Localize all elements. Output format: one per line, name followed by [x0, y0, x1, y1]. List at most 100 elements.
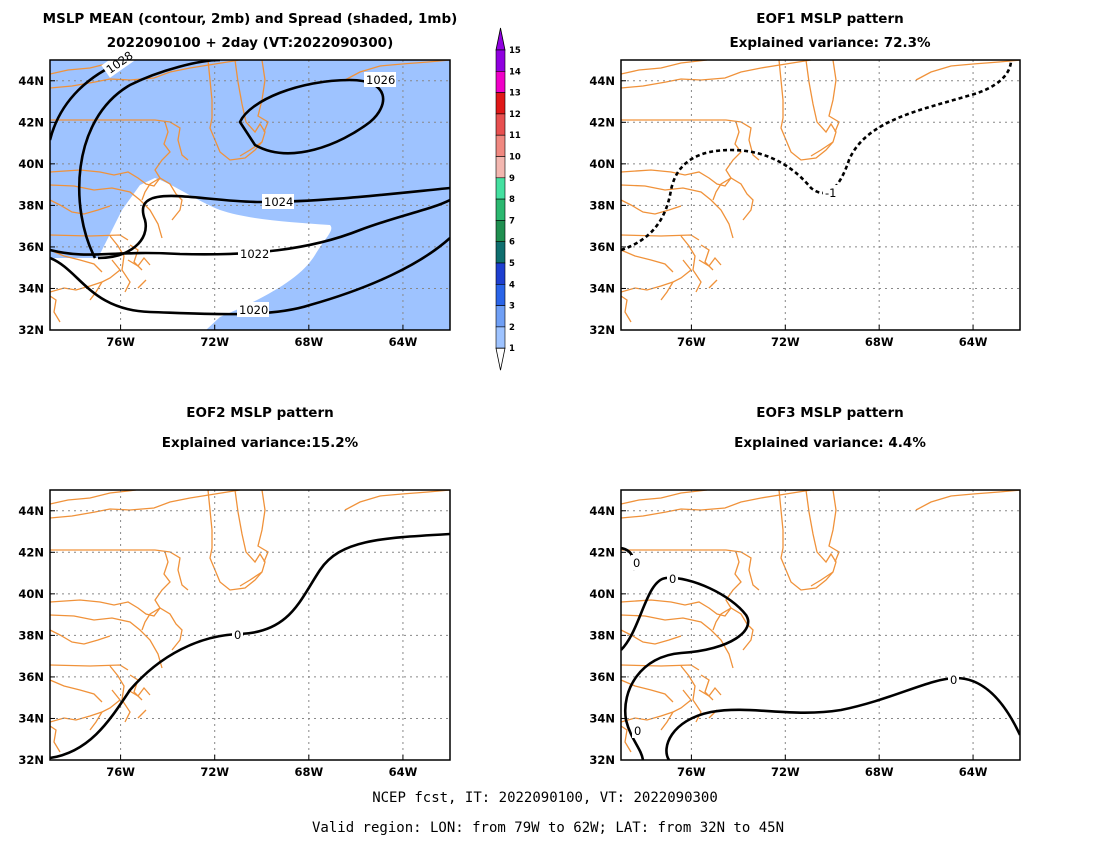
y-tick-label: 42N [589, 545, 615, 559]
contour-line [77, 60, 221, 259]
colorbar-label: 6 [509, 238, 515, 248]
contours-3 [50, 532, 450, 760]
contour-label: 0 [232, 627, 243, 642]
colorbar-label: 3 [509, 302, 515, 312]
y-tick-label: 36N [18, 240, 44, 254]
panel-4-subtitle: Explained variance: 4.4% [734, 435, 926, 451]
colorbar-label: 12 [509, 110, 521, 120]
y-tick-label: 32N [589, 753, 615, 767]
colorbar-swatch [495, 134, 506, 157]
panel-4-title: EOF3 MSLP pattern [756, 405, 903, 421]
colorbar-swatch [495, 49, 506, 72]
y-tick-label: 34N [589, 711, 615, 725]
contour-label: 0 [667, 571, 678, 586]
footer-line-1: NCEP fcst, IT: 2022090100, VT: 202209030… [372, 790, 718, 806]
colorbar-swatch [495, 326, 506, 349]
colorbar-swatch [495, 220, 506, 242]
x-tick-label: 72W [771, 765, 800, 779]
svg-text:0: 0 [234, 628, 241, 642]
y-tick-label: 34N [589, 281, 615, 295]
colorbar-swatch [495, 177, 506, 200]
contours-2 [621, 60, 1013, 252]
x-tick-label: 76W [677, 765, 706, 779]
contour-label: 0 [948, 672, 959, 687]
panel-frame [620, 489, 1021, 761]
colorbar-max-arrow [495, 27, 506, 51]
colorbar-label: 15 [509, 46, 521, 56]
y-tick-label: 44N [18, 74, 44, 88]
x-tick-label: 76W [106, 765, 135, 779]
contour-label: 1024 [262, 194, 294, 209]
svg-text:0: 0 [633, 556, 640, 570]
x-tick-label: 76W [677, 335, 706, 349]
contour-line [621, 60, 1013, 252]
svg-text:1022: 1022 [240, 247, 269, 261]
colorbar-label: 5 [509, 259, 515, 269]
y-tick-label: 42N [589, 115, 615, 129]
colorbar-label: 9 [509, 174, 515, 184]
svg-text:1020: 1020 [239, 303, 268, 317]
y-tick-label: 44N [18, 504, 44, 518]
panel-1: MSLP MEAN (contour, 2mb) and Spread (sha… [18, 11, 457, 349]
panel-4: EOF3 MSLP pattern Explained variance: 4.4… [589, 405, 1021, 779]
colorbar-swatch [495, 71, 506, 93]
contour-line [621, 576, 750, 760]
x-tick-label: 68W [865, 335, 894, 349]
y-tick-label: 36N [589, 240, 615, 254]
panel-2: EOF1 MSLP pattern Explained variance: 72.… [589, 11, 1021, 349]
x-tick-label: 64W [389, 765, 418, 779]
contour-label: 1026 [364, 72, 396, 87]
y-tick-label: 44N [589, 74, 615, 88]
y-tick-label: 38N [589, 198, 615, 212]
contour-line [50, 532, 450, 760]
colorbar-swatch [495, 305, 506, 328]
x-tick-label: 68W [865, 765, 894, 779]
y-tick-label: 44N [589, 504, 615, 518]
contour-label: 1020 [237, 302, 269, 317]
panel-3-subtitle: Explained variance:15.2% [162, 435, 359, 451]
x-tick-label: 64W [389, 335, 418, 349]
svg-text:1026: 1026 [366, 73, 395, 87]
panel-frame [49, 59, 451, 331]
colorbar-label: 7 [509, 216, 515, 226]
x-tick-label: 72W [771, 335, 800, 349]
colorbar-label: 14 [509, 67, 521, 77]
panel-frame [620, 59, 1021, 331]
svg-text:0: 0 [950, 673, 957, 687]
colorbar-label: 11 [509, 131, 521, 141]
contour-line [238, 78, 385, 155]
y-tick-label: 32N [18, 753, 44, 767]
colorbar-min-arrow [495, 347, 506, 371]
colorbar-swatch [495, 113, 506, 136]
y-tick-label: 38N [18, 628, 44, 642]
colorbar-swatch [495, 198, 506, 221]
colorbar-swatch [495, 283, 506, 306]
svg-text:-1: -1 [825, 186, 836, 200]
colorbar-swatch [495, 92, 506, 115]
y-tick-label: 34N [18, 711, 44, 725]
colorbar-label: 10 [509, 153, 521, 163]
y-tick-label: 38N [589, 628, 615, 642]
panel-2-title: EOF1 MSLP pattern [756, 11, 903, 27]
colorbar-label: 4 [509, 280, 515, 290]
footer-line-2: Valid region: LON: from 79W to 62W; LAT:… [312, 820, 784, 836]
y-tick-label: 34N [18, 281, 44, 295]
y-tick-label: 40N [589, 587, 615, 601]
y-tick-label: 42N [18, 545, 44, 559]
spread-shading [50, 60, 450, 330]
y-tick-label: 40N [589, 157, 615, 171]
colorbar-label: 2 [509, 323, 515, 333]
x-tick-label: 76W [106, 335, 135, 349]
svg-text:0: 0 [669, 572, 676, 586]
contour-label: 1022 [238, 246, 270, 261]
colorbar-label: 13 [509, 89, 521, 99]
contour-line [97, 186, 450, 260]
y-tick-label: 36N [18, 670, 44, 684]
panel-frame [49, 489, 451, 761]
coastline-map-3 [50, 490, 450, 753]
x-tick-label: 72W [200, 335, 229, 349]
contour-label: 0 [632, 723, 643, 738]
x-tick-label: 72W [200, 765, 229, 779]
y-tick-label: 32N [589, 323, 615, 337]
contour-label: 0 [631, 555, 642, 570]
